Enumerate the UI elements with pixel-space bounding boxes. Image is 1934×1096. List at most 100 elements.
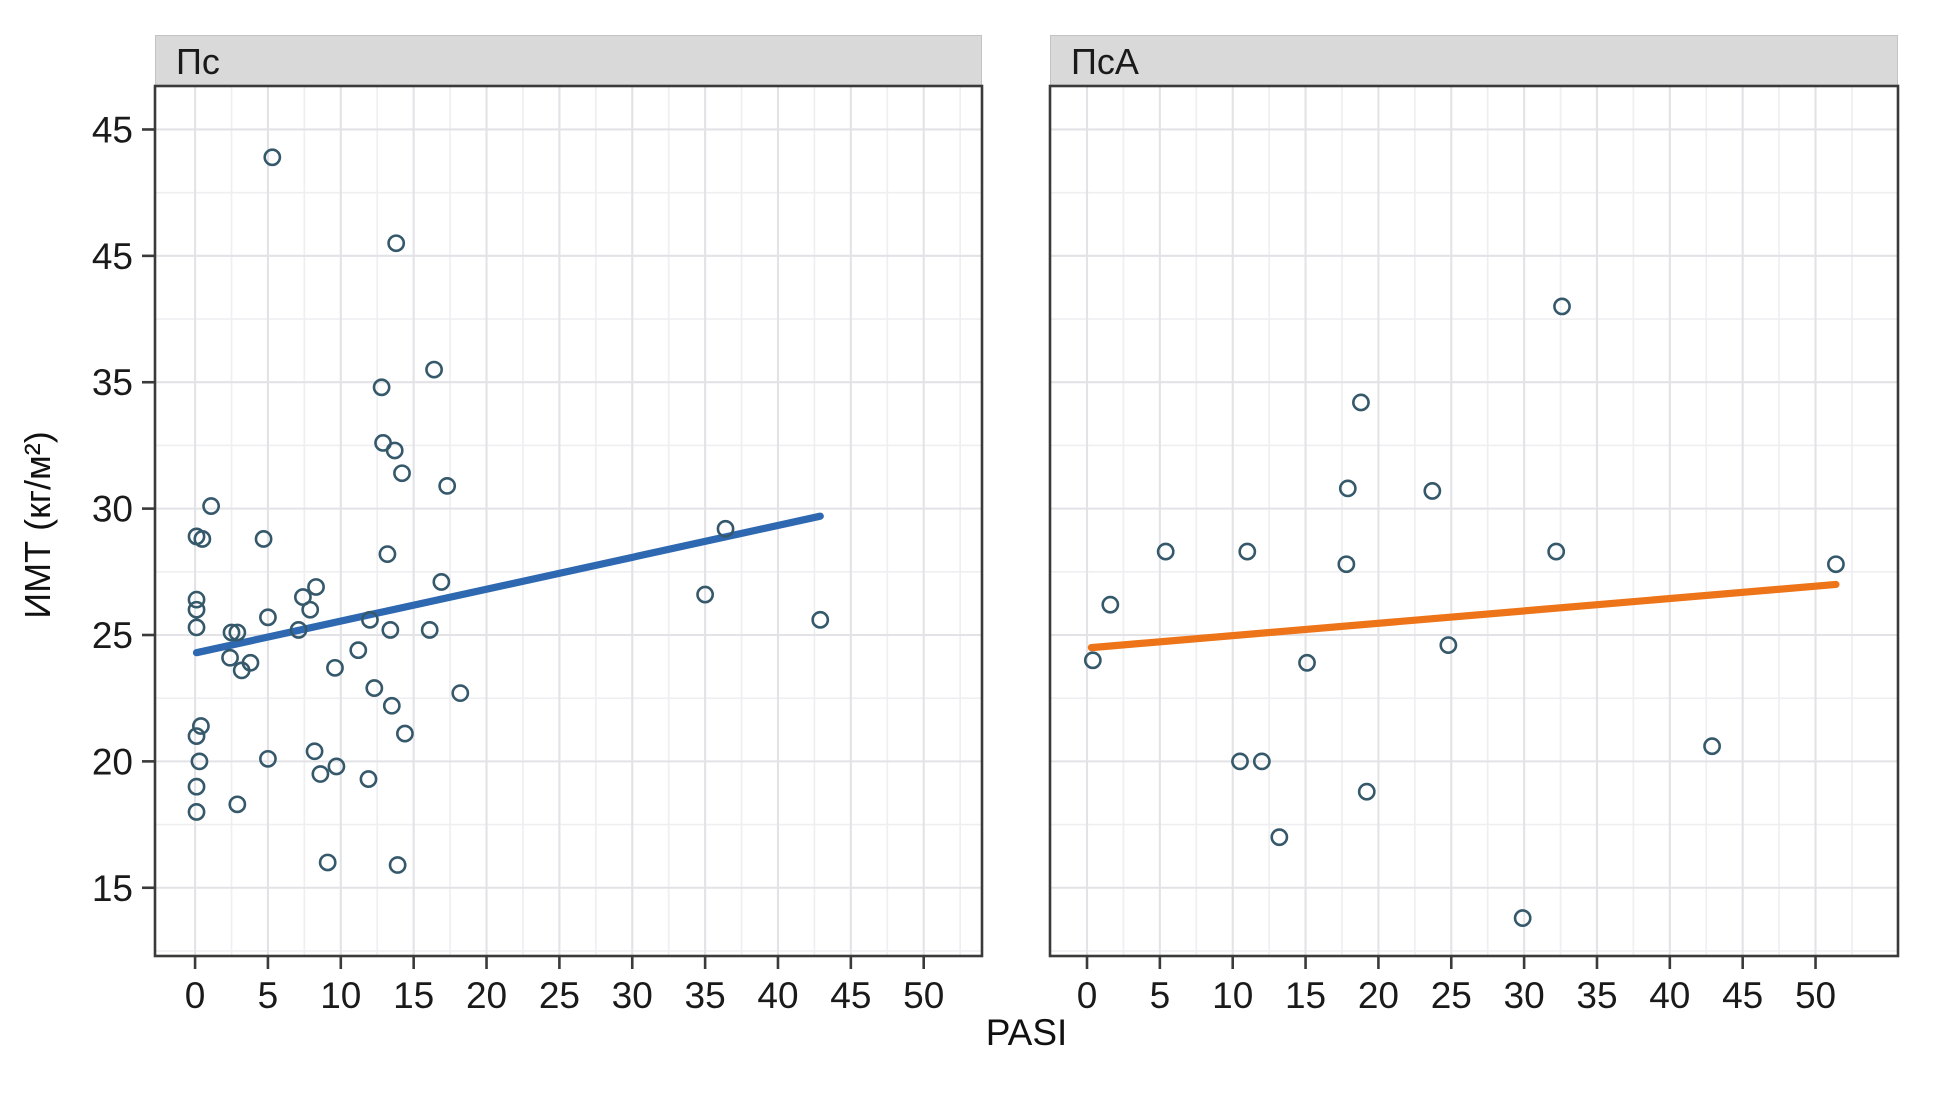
data-point	[187, 590, 206, 609]
x-tick-label: 10	[320, 975, 361, 1016]
x-tick-label: 0	[1077, 975, 1098, 1016]
trend-line	[1087, 580, 1840, 652]
x-tick-label: 30	[1504, 975, 1545, 1016]
data-point	[192, 717, 210, 735]
data-point	[388, 856, 407, 874]
data-point	[187, 618, 206, 637]
data-point	[1513, 909, 1532, 927]
data-point	[365, 679, 384, 697]
data-point	[254, 530, 273, 548]
data-point	[187, 727, 206, 745]
x-tick-label: 35	[1576, 975, 1617, 1016]
data-point	[393, 464, 411, 483]
data-point	[1352, 393, 1370, 412]
x-axis-title: PASI	[985, 1012, 1068, 1053]
data-point	[187, 803, 206, 821]
data-point	[187, 600, 206, 619]
data-point	[811, 610, 830, 629]
data-point	[1827, 555, 1845, 574]
x-tick-label: 50	[1795, 975, 1836, 1016]
data-point	[301, 600, 320, 619]
panel-border	[1048, 84, 1900, 958]
trend-line	[192, 512, 824, 657]
data-point	[307, 578, 325, 596]
data-point	[1338, 479, 1357, 498]
data-point	[438, 476, 457, 495]
x-tick-label: 5	[1150, 975, 1171, 1016]
x-tick-label: 50	[903, 975, 944, 1016]
x-tick-label: 40	[757, 975, 798, 1016]
y-tick-label: 25	[92, 615, 133, 656]
plot-panel-psa: 0 5 10 15 20 25 30 35 40 45 50	[1048, 84, 1900, 1016]
data-point	[1083, 651, 1102, 670]
facet-strip-ps: Пс	[155, 35, 982, 86]
data-point	[326, 658, 344, 677]
data-point	[305, 742, 324, 761]
x-tick-label: 15	[1285, 975, 1326, 1016]
x-tick-label: 20	[1358, 975, 1399, 1016]
y-axis-title: ИМТ (кг/м²)	[17, 431, 58, 619]
data-point	[190, 752, 209, 771]
y-tick-label: 35	[92, 362, 133, 403]
plot-panel-ps: 0 5 10 15 20 25 30 35 40 45 50 15 20 25 30 35 45 45	[92, 84, 984, 1016]
data-point	[263, 148, 282, 167]
data-point	[716, 519, 735, 538]
facet-ps: Пс 0 5 10 15 20 25 30 35 40 45 50 15 20 25 30 35 45 45	[92, 35, 984, 1016]
data-point	[1156, 542, 1175, 561]
y-tick-label: 30	[92, 489, 133, 530]
x-tick-label: 0	[185, 975, 206, 1016]
data-point	[1703, 737, 1721, 756]
data-point	[327, 757, 346, 776]
data-point	[222, 623, 241, 642]
x-tick-label: 20	[466, 975, 507, 1016]
data-point	[396, 724, 414, 743]
data-point	[359, 770, 378, 788]
y-tick-label: 45	[92, 109, 133, 150]
data-point	[1547, 542, 1566, 561]
data-point	[382, 696, 401, 715]
data-point	[259, 608, 277, 627]
x-tick-label: 45	[1722, 975, 1763, 1016]
x-tick-label: 45	[830, 975, 871, 1016]
data-point	[1252, 752, 1271, 771]
x-tick-label: 35	[685, 975, 726, 1016]
data-point	[193, 530, 212, 548]
data-point	[228, 795, 247, 814]
data-point	[1439, 636, 1458, 655]
data-point	[349, 641, 368, 660]
x-tick-label: 5	[258, 975, 279, 1016]
data-point	[221, 648, 239, 667]
facet-strip-psa: ПсА	[1050, 35, 1898, 86]
y-tick-label: 45	[92, 236, 133, 277]
data-point	[311, 765, 330, 783]
data-point	[1270, 828, 1289, 847]
data-point	[1553, 297, 1571, 316]
x-tick-label: 25	[539, 975, 580, 1016]
data-point	[1101, 595, 1120, 614]
x-tick-label: 25	[1431, 975, 1472, 1016]
panel-border	[153, 84, 984, 958]
data-point	[1337, 555, 1356, 574]
x-tick-label: 30	[612, 975, 653, 1016]
data-point	[259, 749, 277, 768]
facet-strip-label-psa: ПсА	[1071, 41, 1139, 82]
data-point	[289, 621, 308, 639]
data-point	[420, 621, 439, 639]
data-point	[187, 777, 206, 796]
data-point	[385, 441, 404, 460]
data-point	[1423, 482, 1442, 500]
y-tick-label: 15	[92, 868, 133, 909]
data-point	[425, 360, 443, 379]
data-point	[361, 610, 379, 629]
data-point	[228, 623, 247, 642]
facet-strip-label-ps: Пс	[176, 41, 220, 82]
data-point	[318, 853, 337, 872]
data-point	[381, 621, 400, 639]
facet-psa: ПсА 0 5 10 15 20 25 30 35 40 45 50	[1048, 35, 1900, 1016]
x-tick-label: 40	[1649, 975, 1690, 1016]
data-point	[202, 497, 221, 515]
data-point	[1238, 542, 1257, 561]
data-point	[432, 573, 451, 591]
data-point	[372, 378, 391, 397]
x-tick-label: 10	[1212, 975, 1253, 1016]
